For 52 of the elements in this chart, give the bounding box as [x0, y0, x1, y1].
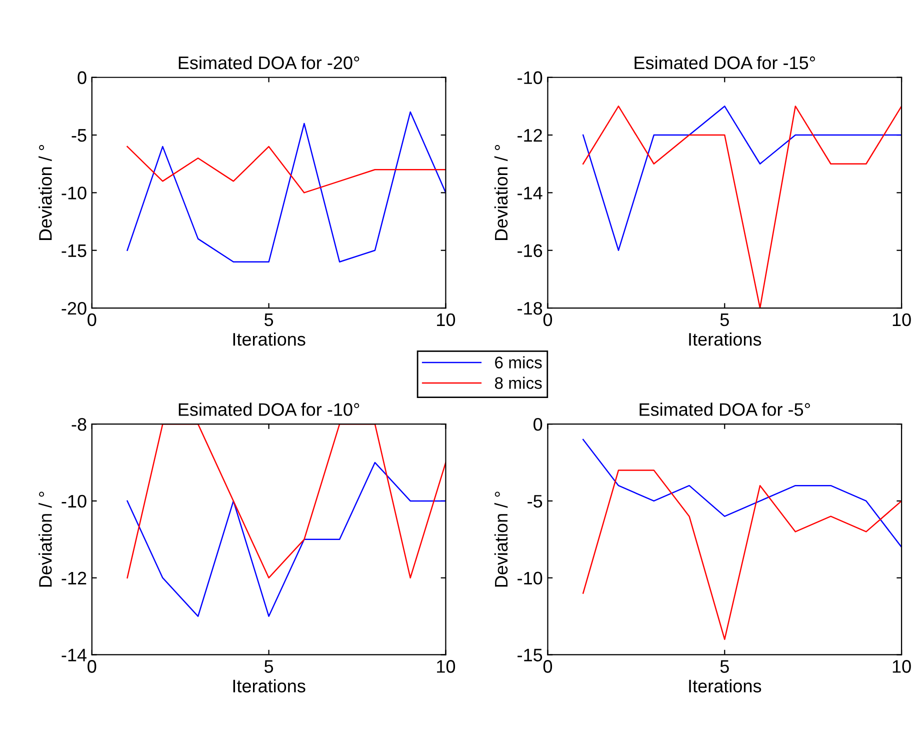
y-tick-label: -16	[518, 244, 542, 258]
y-tick-label: -12	[62, 572, 86, 584]
y-axis-title: Deviation / °	[494, 492, 508, 587]
y-tick-label: -10	[62, 186, 86, 200]
y-tick-label: -10	[518, 71, 542, 84]
x-axis-title: Iterations	[233, 332, 306, 346]
y-tick-label: -14	[62, 648, 87, 662]
x-tick-label: 5	[720, 314, 729, 326]
legend-label: 6 mics	[495, 356, 542, 368]
legend-label: 8 mics	[494, 376, 542, 389]
chart-title: Esimated DOA for -5°	[640, 402, 810, 416]
line-series	[582, 438, 902, 548]
y-axis-title: Deviation / °	[494, 145, 508, 240]
line-series	[582, 106, 902, 251]
y-axis-title: Deviation / °	[38, 145, 52, 240]
x-axis-title: Iterations	[689, 679, 762, 692]
y-tick-label: 0	[78, 71, 86, 84]
x-tick-label: 5	[264, 660, 274, 673]
y-tick-label: -5	[72, 129, 86, 142]
y-tick-label: -18	[518, 302, 542, 315]
x-axis-title: Iterations	[689, 332, 762, 346]
chart-title: Esimated DOA for -20°	[178, 56, 360, 70]
line-series	[126, 424, 446, 578]
x-tick-label: 10	[437, 660, 456, 673]
y-tick-label: -5	[528, 495, 542, 508]
x-tick-label: 5	[720, 660, 729, 673]
x-tick-label: 0	[543, 660, 552, 673]
x-tick-label: 5	[264, 314, 274, 326]
y-tick-label: -10	[518, 572, 542, 585]
y-tick-label: 0	[534, 418, 542, 431]
y-tick-label: -20	[62, 302, 86, 315]
x-axis-title: Iterations	[233, 679, 306, 692]
x-tick-label: 0	[88, 313, 96, 326]
x-tick-label: 10	[892, 313, 911, 326]
chart-title: Esimated DOA for -15°	[634, 56, 815, 70]
line-series	[582, 470, 902, 640]
x-tick-label: 10	[892, 660, 911, 673]
y-tick-label: -8	[72, 418, 86, 431]
line-series	[126, 111, 446, 263]
y-tick-label: -15	[62, 244, 86, 258]
y-tick-label: -12	[518, 128, 542, 142]
line-series	[582, 106, 902, 308]
y-tick-label: -14	[518, 186, 542, 200]
y-tick-label: -15	[518, 648, 542, 662]
line-series	[126, 462, 446, 617]
x-tick-label: 0	[543, 313, 552, 326]
line-series	[126, 146, 446, 194]
y-tick-label: -10	[62, 494, 86, 508]
x-tick-label: 10	[437, 313, 456, 326]
chart-title: Esimated DOA for -10°	[178, 402, 360, 416]
x-tick-label: 0	[88, 660, 96, 673]
y-axis-title: Deviation / °	[38, 492, 52, 587]
